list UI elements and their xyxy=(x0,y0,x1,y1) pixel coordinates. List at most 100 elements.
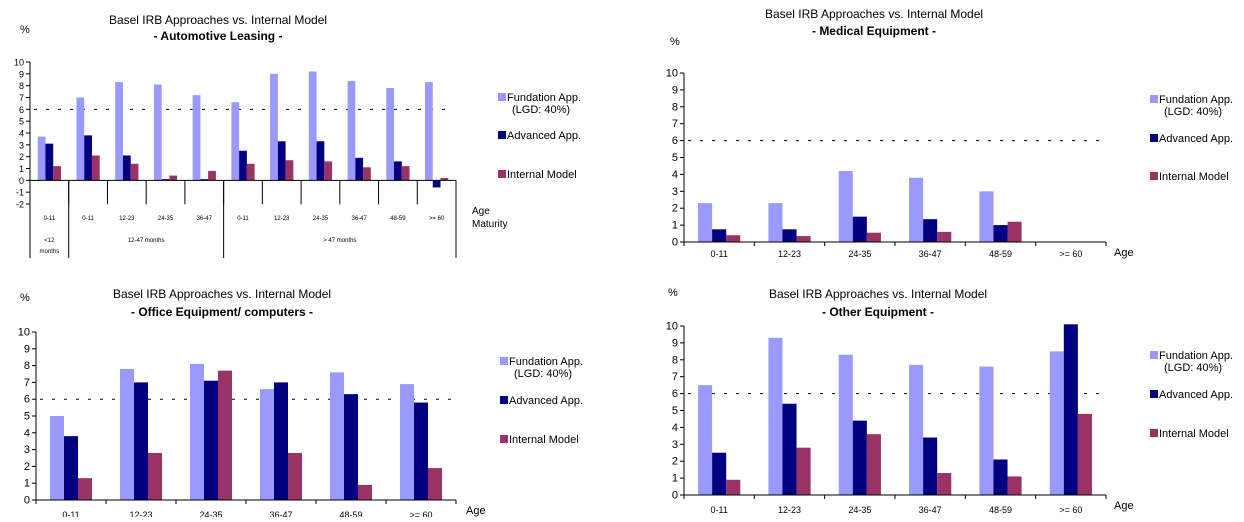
category-label: 36-47 xyxy=(919,249,942,259)
bar-advanced xyxy=(993,225,1008,242)
legend-label: Fundation App. (LGD: 40%) xyxy=(507,92,581,116)
bar-fundation xyxy=(768,337,783,495)
y-tick-label: 10 xyxy=(18,327,30,339)
chart-title: Basel IRB Approaches vs. Internal Model xyxy=(113,287,331,301)
category-label: 12-23 xyxy=(129,510,152,517)
y-tick-label: 2 xyxy=(672,456,678,468)
y-tick-label: 1 xyxy=(672,473,678,485)
bar-internal xyxy=(91,155,100,181)
category-label: 12-23 xyxy=(119,216,135,222)
bar-internal xyxy=(148,452,162,500)
x-axis-label: Age Maturity xyxy=(472,206,508,230)
legend-label: Advanced App. xyxy=(507,130,581,142)
category-label: 0-11 xyxy=(710,249,727,259)
legend-swatch-advanced xyxy=(498,131,506,139)
y-tick-label: 3 xyxy=(19,140,24,150)
legend-swatch-fundation xyxy=(498,93,506,101)
bar-fundation xyxy=(50,416,64,500)
bar-fundation xyxy=(270,73,278,181)
bar-fundation xyxy=(120,368,134,500)
chart-title: Basel IRB Approaches vs. Internal Model xyxy=(765,7,983,21)
chart-title: Basel IRB Approaches vs. Internal Model xyxy=(769,287,987,301)
legend-label: Fundation App. (LGD: 40%) xyxy=(1159,94,1233,118)
y-tick-label: 0 xyxy=(19,176,24,186)
y-tick-label: 6 xyxy=(672,135,678,147)
bar-internal xyxy=(937,473,952,495)
y-tick-label: 2 xyxy=(24,461,30,473)
bar-advanced xyxy=(239,150,247,181)
legend-swatch-fundation xyxy=(1150,351,1158,359)
bar-advanced xyxy=(1063,324,1078,495)
category-label: 36-47 xyxy=(352,216,368,222)
bar-internal xyxy=(796,447,811,495)
bar-advanced xyxy=(161,179,170,181)
legend-label: Advanced App. xyxy=(1159,133,1233,145)
legend-label: Advanced App. xyxy=(509,395,583,407)
bar-fundation xyxy=(698,203,713,242)
bar-internal xyxy=(726,235,741,242)
bar-internal xyxy=(78,478,92,500)
category-label: 24-35 xyxy=(199,510,222,517)
y-tick-label: 2 xyxy=(672,203,678,215)
y-axis-label: % xyxy=(668,287,678,299)
y-axis-label: % xyxy=(20,292,30,304)
bar-internal xyxy=(937,231,952,242)
y-tick-label: 1 xyxy=(672,220,678,232)
category-label: 24-35 xyxy=(848,505,871,515)
bar-fundation xyxy=(400,384,414,500)
bar-fundation xyxy=(231,102,240,181)
bar-fundation xyxy=(76,97,85,181)
chart-2: Basel IRB Approaches vs. Internal Model -… xyxy=(666,7,1233,259)
category-label: >= 60 xyxy=(1059,505,1082,515)
bar-fundation xyxy=(979,191,994,242)
bar-fundation xyxy=(1049,351,1064,495)
bar-advanced xyxy=(852,420,867,495)
bar-fundation xyxy=(330,372,344,500)
bar-internal xyxy=(401,166,410,181)
y-tick-label: 5 xyxy=(672,405,678,417)
bar-advanced xyxy=(712,452,727,495)
bar-fundation xyxy=(909,364,924,495)
y-tick-label: 8 xyxy=(24,360,30,372)
y-tick-label: 3 xyxy=(672,186,678,198)
legend-swatch-internal xyxy=(500,435,508,443)
bar-fundation xyxy=(260,389,274,500)
category-label: 48-59 xyxy=(989,505,1012,515)
y-tick-label: 5 xyxy=(24,411,30,423)
bar-internal xyxy=(53,166,61,181)
chart-3: Basel IRB Approaches vs. Internal Model -… xyxy=(18,287,583,520)
bar-internal xyxy=(440,177,449,181)
y-axis-label: % xyxy=(20,24,30,36)
y-tick-label: 9 xyxy=(19,69,24,79)
legend-swatch-advanced xyxy=(500,396,508,404)
y-tick-label: 4 xyxy=(672,169,678,181)
y-tick-label: 1 xyxy=(19,164,24,174)
y-tick-label: 8 xyxy=(672,101,678,113)
y-tick-label: 8 xyxy=(672,354,678,366)
y-tick-label: 10 xyxy=(666,68,678,80)
legend-swatch-internal xyxy=(1150,429,1158,437)
bar-fundation xyxy=(838,354,853,495)
y-tick-label: -2 xyxy=(16,200,24,210)
category-label: 0-11 xyxy=(62,510,79,517)
chart-4: Basel IRB Approaches vs. Internal Model -… xyxy=(666,287,1233,515)
bar-advanced xyxy=(993,459,1008,495)
y-tick-label: 9 xyxy=(672,84,678,96)
bar-internal xyxy=(358,484,372,500)
bar-advanced xyxy=(45,143,54,181)
category-label: 12-23 xyxy=(778,505,801,515)
bar-internal xyxy=(796,236,811,242)
bar-advanced xyxy=(852,216,867,242)
y-tick-label: 5 xyxy=(672,152,678,164)
bar-internal xyxy=(288,452,302,500)
bar-advanced xyxy=(355,157,364,181)
legend-label: Fundation App. (LGD: 40%) xyxy=(509,356,583,380)
bar-fundation xyxy=(979,366,994,495)
y-tick-label: 7 xyxy=(672,371,678,383)
bar-internal xyxy=(246,163,255,181)
category-label: 0-11 xyxy=(82,216,94,222)
y-tick-label: 7 xyxy=(672,118,678,130)
chart-subtitle: - Other Equipment - xyxy=(822,305,934,319)
y-tick-label: 0 xyxy=(672,237,678,249)
